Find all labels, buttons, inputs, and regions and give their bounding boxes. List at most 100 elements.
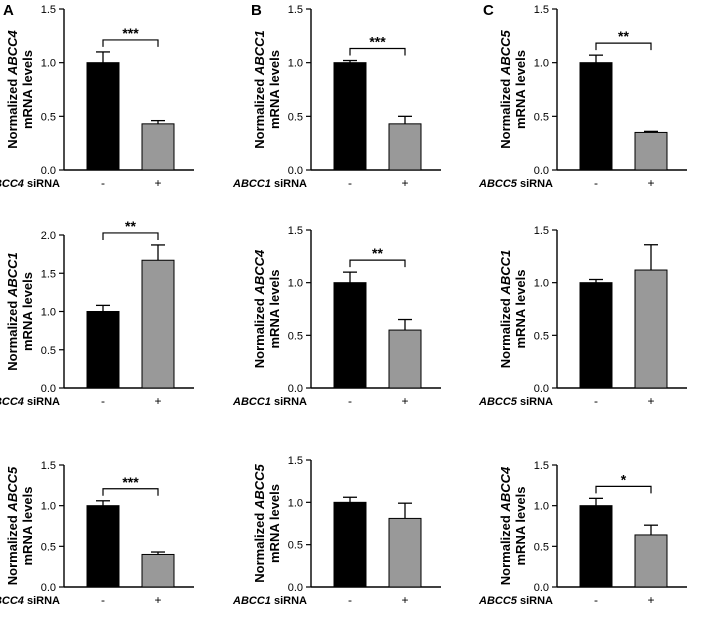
x-axis-label-suffix: siRNA xyxy=(24,396,60,408)
y-tick-label: 1.0 xyxy=(41,307,56,319)
x-tick-label: - xyxy=(594,176,598,190)
bar-sirna xyxy=(388,329,422,389)
y-tick-label: 1.5 xyxy=(534,4,549,16)
y-tick-label: 1.0 xyxy=(41,501,56,513)
x-tick-label: - xyxy=(348,593,352,607)
x-tick-label: - xyxy=(348,394,352,408)
bar-control xyxy=(579,62,613,171)
chart-7: 0.0 0.5 1.0 1.5 - + *** ABCC4 siRNA Normalized A… xyxy=(0,460,194,607)
bar-sirna xyxy=(141,553,175,588)
y-axis-label-prefix: Normalized xyxy=(252,509,267,583)
bar-control xyxy=(86,505,120,588)
panel-letter-a: A xyxy=(3,2,14,19)
x-axis-label: ABCC1 siRNA xyxy=(232,595,307,607)
y-axis-label: Normalized ABCC4mRNA levels xyxy=(5,30,35,149)
x-axis-label-suffix: siRNA xyxy=(517,396,553,408)
chart-5: 0.0 0.5 1.0 1.5 - + ** ABCC1 siRNA Normalized AB… xyxy=(232,225,441,408)
y-axis-label-prefix: Normalized xyxy=(252,75,267,149)
y-axis-label: Normalized ABCC1mRNA levels xyxy=(498,250,528,368)
x-tick-label: + xyxy=(647,176,654,190)
y-axis-label-line2: mRNA levels xyxy=(513,270,528,349)
y-tick-label: 0.5 xyxy=(534,541,549,553)
y-axis-label-line2: mRNA levels xyxy=(20,272,35,351)
bar-sirna xyxy=(634,269,668,389)
y-tick-label: 1.5 xyxy=(288,455,303,467)
y-axis-label-line2: mRNA levels xyxy=(513,487,528,566)
chart-9: 0.0 0.5 1.0 1.5 - + * ABCC5 siRNA Normalized ABC… xyxy=(478,460,687,607)
x-tick-label: + xyxy=(647,394,654,408)
x-axis-label: ABCC4 siRNA xyxy=(0,396,60,408)
x-tick-label: + xyxy=(401,593,408,607)
bar-control xyxy=(579,282,613,389)
chart-6: 0.0 0.5 1.0 1.5 - + ABCC5 siRNA Normalized ABCC… xyxy=(478,225,687,408)
significance-bracket xyxy=(349,259,406,268)
y-axis-label-gene: ABCC4 xyxy=(498,466,513,513)
y-axis-label-prefix: Normalized xyxy=(498,75,513,149)
y-axis-label-gene: ABCC1 xyxy=(498,250,513,296)
x-axis-label-suffix: siRNA xyxy=(24,178,60,190)
y-tick-label: 0.0 xyxy=(534,165,549,177)
bar-control xyxy=(579,505,613,588)
y-axis-label-prefix: Normalized xyxy=(498,512,513,586)
bar-sirna xyxy=(141,259,175,389)
chart-1: 0.0 0.5 1.0 1.5 - + *** ABCC4 siRNA Normalized A… xyxy=(0,4,194,190)
significance-bracket xyxy=(102,39,159,47)
x-axis-label-suffix: siRNA xyxy=(271,595,307,607)
bar-control xyxy=(333,62,367,171)
x-axis-label: ABCC1 siRNA xyxy=(232,178,307,190)
y-axis-label-line2: mRNA levels xyxy=(267,50,282,129)
significance-bracket xyxy=(595,485,652,494)
y-axis-label-line2: mRNA levels xyxy=(267,484,282,563)
y-tick-label: 0.5 xyxy=(288,111,303,123)
y-axis-label-line1: Normalized ABCC4 xyxy=(252,249,267,368)
y-tick-label: 0.0 xyxy=(288,383,303,395)
y-axis-label-line1: Normalized ABCC1 xyxy=(498,250,513,368)
bar-sirna xyxy=(634,534,668,588)
y-axis-label: Normalized ABCC5mRNA levels xyxy=(498,30,528,149)
y-tick-label: 0.0 xyxy=(288,165,303,177)
x-axis-label-gene: ABCC5 xyxy=(478,595,518,607)
y-tick-label: 1.5 xyxy=(534,225,549,237)
y-tick-label: 1.0 xyxy=(534,278,549,290)
y-tick-label: 0.5 xyxy=(288,330,303,342)
x-tick-label: - xyxy=(101,394,105,408)
panel-letter-b: B xyxy=(251,2,262,19)
y-tick-label: 2.0 xyxy=(41,230,56,242)
y-axis-label-line1: Normalized ABCC4 xyxy=(5,30,20,149)
significance-bracket xyxy=(102,232,159,240)
x-axis-label-gene: ABCC5 xyxy=(478,178,518,190)
significance-bracket xyxy=(102,488,159,496)
y-axis-label-prefix: Normalized xyxy=(252,295,267,369)
y-tick-label: 0.5 xyxy=(534,111,549,123)
y-axis-label-line1: Normalized ABCC5 xyxy=(498,30,513,149)
x-axis-label: ABCC4 siRNA xyxy=(0,595,60,607)
x-axis-label-suffix: siRNA xyxy=(517,178,553,190)
significance-label: * xyxy=(621,471,627,487)
y-tick-label: 0.0 xyxy=(41,383,56,395)
x-axis-label-gene: ABCC4 xyxy=(0,396,24,408)
y-axis-label-line2: mRNA levels xyxy=(267,270,282,349)
bar-control xyxy=(86,311,120,389)
y-tick-label: 1.0 xyxy=(288,58,303,70)
y-tick-label: 0.0 xyxy=(534,582,549,594)
bar-sirna xyxy=(141,123,175,171)
y-axis-label-prefix: Normalized xyxy=(5,297,20,371)
y-axis-label-line1: Normalized ABCC1 xyxy=(5,252,20,370)
y-tick-label: 0.0 xyxy=(534,383,549,395)
y-axis-label-line2: mRNA levels xyxy=(513,50,528,129)
y-tick-label: 1.0 xyxy=(534,58,549,70)
x-tick-label: - xyxy=(101,176,105,190)
x-tick-label: - xyxy=(594,394,598,408)
significance-bracket xyxy=(595,42,652,51)
y-tick-label: 0.5 xyxy=(534,330,549,342)
y-axis-label: Normalized ABCC1mRNA levels xyxy=(5,252,35,370)
x-axis-label-gene: ABCC1 xyxy=(232,396,271,408)
significance-label: ** xyxy=(618,28,629,44)
y-axis-label: Normalized ABCC4mRNA levels xyxy=(498,466,528,585)
y-tick-label: 0.5 xyxy=(288,540,303,552)
y-tick-label: 1.0 xyxy=(534,501,549,513)
x-tick-label: + xyxy=(154,394,161,408)
y-axis-label-line2: mRNA levels xyxy=(20,487,35,566)
x-axis-label-suffix: siRNA xyxy=(271,396,307,408)
